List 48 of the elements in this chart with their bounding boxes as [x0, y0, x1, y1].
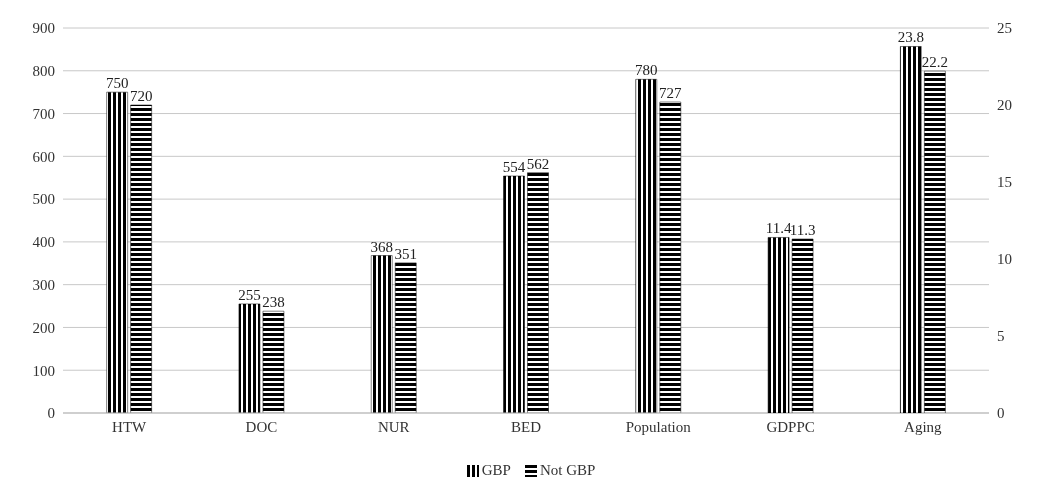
bar	[635, 79, 658, 413]
x-tick-label: NUR	[377, 418, 410, 435]
data-label: 780	[635, 62, 658, 79]
x-tick-label: BED	[511, 418, 542, 435]
data-label: 11.4	[765, 220, 792, 237]
y-tick-label: 300	[32, 276, 55, 293]
x-tick-label: Aging	[904, 418, 943, 435]
y-tick-label: 200	[32, 319, 55, 336]
data-label: 750	[105, 75, 129, 92]
x-tick-label: DOC	[245, 418, 278, 435]
bar	[659, 101, 682, 413]
bar	[370, 255, 393, 413]
y-tick-label: 800	[32, 63, 55, 80]
y-tick-label: 600	[32, 148, 55, 165]
y2-tick-label: 10	[997, 251, 1012, 268]
data-label: 554	[502, 159, 526, 176]
bar	[394, 262, 417, 413]
data-label: 727	[659, 85, 683, 102]
data-label: 238	[262, 294, 285, 311]
y-tick-label: 500	[32, 191, 55, 208]
bar	[924, 70, 946, 413]
y2-tick-label: 0	[997, 405, 1005, 422]
data-label: 23.8	[897, 29, 924, 46]
y2-tick-label: 25	[997, 20, 1012, 37]
x-tick-label: Population	[625, 418, 692, 435]
data-label: 720	[129, 88, 153, 104]
y-tick-label: 400	[32, 234, 55, 251]
bar	[503, 175, 525, 413]
legend-label: GBP	[481, 462, 511, 479]
data-label: 368	[370, 238, 393, 255]
y-tick-label: 100	[32, 362, 55, 379]
y-tick-label: 700	[32, 105, 55, 122]
data-label: 351	[394, 245, 417, 262]
y2-tick-label: 15	[997, 174, 1012, 191]
data-label: 255	[238, 286, 261, 303]
bar	[900, 46, 922, 413]
x-tick-label: HTW	[112, 418, 148, 435]
y-tick-label: 0	[47, 405, 55, 422]
bar	[106, 91, 128, 413]
bar	[527, 172, 549, 413]
legend-label: Not GBP	[539, 462, 596, 479]
y-tick-label: 900	[32, 20, 55, 37]
y2-tick-label: 5	[997, 328, 1005, 345]
data-label: 22.2	[921, 54, 948, 71]
data-label: 562	[526, 155, 550, 172]
y2-tick-label: 20	[997, 97, 1012, 114]
x-tick-label: GDPPC	[766, 418, 815, 435]
bar	[130, 104, 152, 413]
